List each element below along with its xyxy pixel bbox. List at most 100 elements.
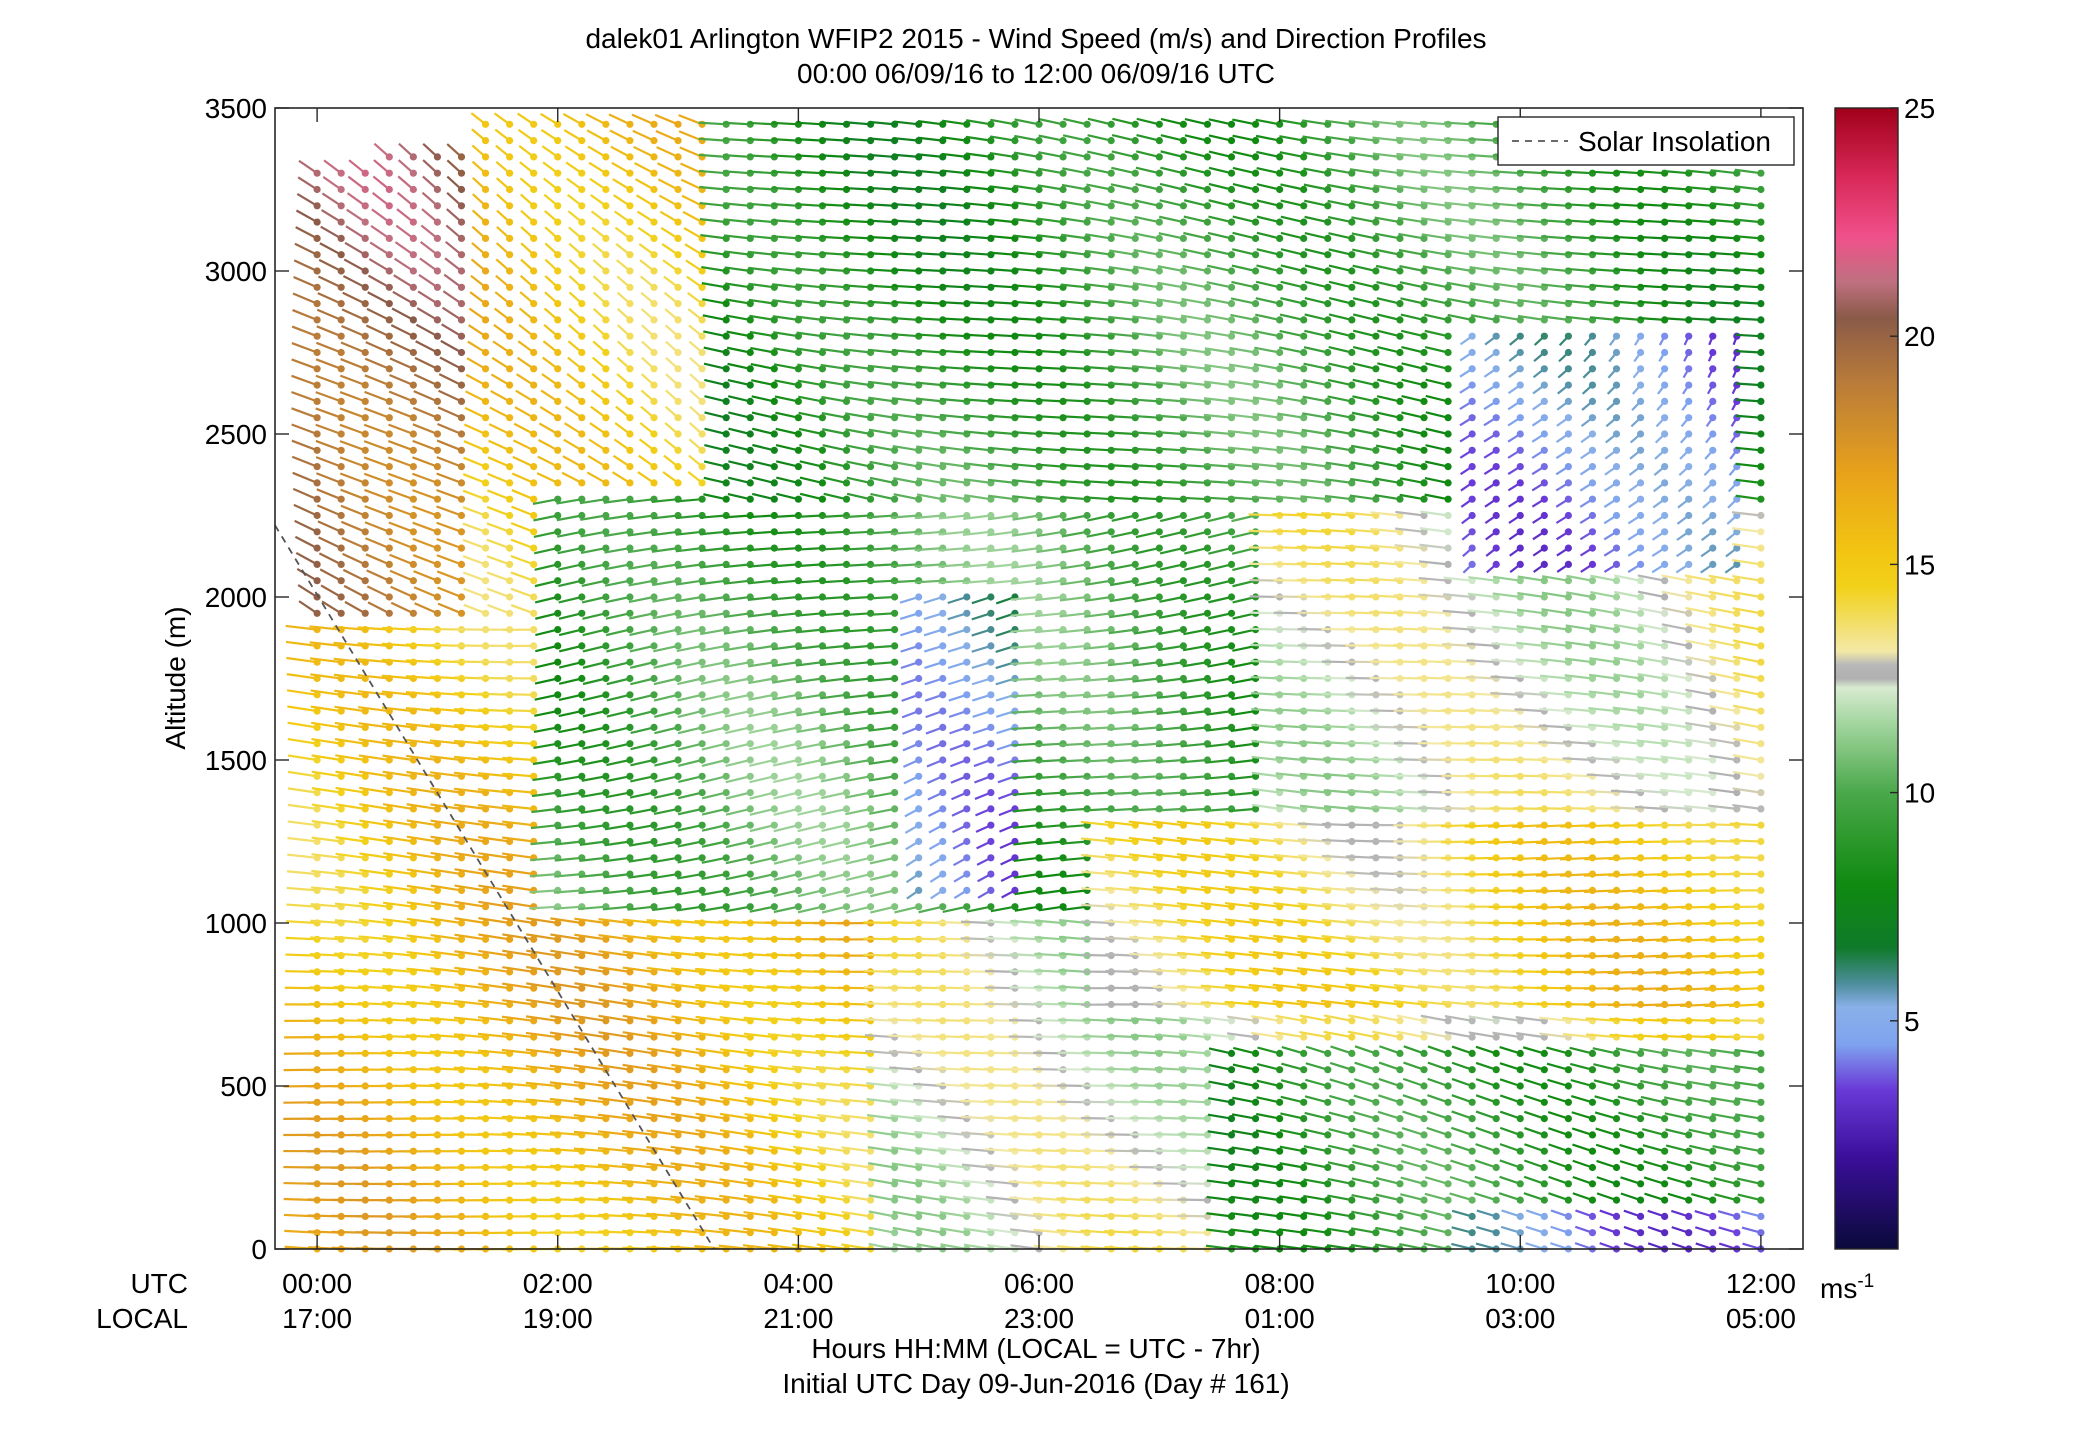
wind-barb-point [530, 186, 537, 193]
wind-barb-point [626, 170, 633, 177]
wind-barb-point [747, 447, 754, 454]
wind-barb-point [362, 593, 369, 600]
wind-barb-point [362, 365, 369, 372]
wind-barb-point [1108, 561, 1115, 568]
wind-barb-point [314, 349, 321, 356]
wind-barb-point [338, 235, 345, 242]
wind-barb-point [987, 789, 994, 796]
wind-barb-point [1108, 463, 1115, 470]
wind-barb-point [626, 398, 633, 405]
wind-barb-point [771, 479, 778, 486]
wind-barb-point [699, 773, 706, 780]
wind-barb-point [554, 333, 561, 340]
wind-barb-point [314, 496, 321, 503]
wind-barb-point [554, 267, 561, 274]
wind-barb-point [578, 251, 585, 258]
wind-barb-point [434, 447, 441, 454]
wind-barb-point [530, 333, 537, 340]
wind-barb-shaft [1013, 335, 1039, 336]
wind-barb-point [650, 349, 657, 356]
wind-barb-point [747, 479, 754, 486]
wind-barb-point [506, 170, 513, 177]
wind-barb-shaft [867, 581, 894, 582]
wind-barb-point [915, 1229, 922, 1236]
wind-barb-point [795, 724, 802, 731]
wind-barb-point [795, 414, 802, 421]
wind-barb-point [1156, 593, 1163, 600]
wind-barb-point [674, 871, 681, 878]
wind-barb-shaft [1085, 400, 1112, 402]
wind-barb-point [434, 479, 441, 486]
wind-barb-point [578, 593, 585, 600]
wind-barb-point [626, 756, 633, 763]
wind-barb-point [602, 593, 609, 600]
wind-barb-point [843, 871, 850, 878]
wind-barb-point [362, 202, 369, 209]
wind-barb-point [674, 610, 681, 617]
wind-barb-point [699, 479, 706, 486]
wind-barb-point [506, 545, 513, 552]
wind-barb-shaft [965, 286, 991, 288]
wind-barb-point [795, 822, 802, 829]
wind-barb-point [747, 675, 754, 682]
wind-barb-shaft [965, 302, 991, 303]
wind-barb-point [578, 577, 585, 584]
wind-barb-point [963, 349, 970, 356]
wind-barb-point [410, 414, 417, 421]
wind-barb-point [314, 479, 321, 486]
wind-barb-point [578, 121, 585, 128]
wind-barb-point [650, 316, 657, 323]
wind-barb-point [482, 365, 489, 372]
wind-barb-point [1035, 1164, 1042, 1171]
wind-barb-point [482, 137, 489, 144]
wind-barb-point [1035, 153, 1042, 160]
wind-barb-point [771, 724, 778, 731]
wind-barb-point [338, 496, 345, 503]
wind-barb-point [482, 316, 489, 323]
wind-barb-point [554, 349, 561, 356]
wind-barb-point [1011, 333, 1018, 340]
wind-barb-point [939, 805, 946, 812]
wind-barb-point [362, 610, 369, 617]
wind-barb-point [626, 219, 633, 226]
wind-barb-point [1084, 202, 1091, 209]
wind-barb-point [987, 316, 994, 323]
wind-barb-shaft [917, 270, 943, 271]
wind-barb-point [723, 724, 730, 731]
wind-barb-point [626, 577, 633, 584]
wind-barb-shaft [893, 286, 919, 288]
wind-barb-point [915, 300, 922, 307]
wind-barb-point [699, 659, 706, 666]
wind-barb-point [530, 284, 537, 291]
wind-barb-shaft [820, 516, 847, 517]
wind-barb-point [699, 447, 706, 454]
wind-barb-point [314, 316, 321, 323]
wind-barb-point [771, 121, 778, 128]
wind-barb-shaft [1037, 367, 1063, 368]
wind-barb-point [723, 805, 730, 812]
wind-barb-point [723, 903, 730, 910]
wind-barb-point [602, 479, 609, 486]
wind-barb-point [843, 430, 850, 437]
wind-barb-point [410, 382, 417, 389]
wind-barb-point [963, 822, 970, 829]
wind-barb-point [314, 202, 321, 209]
wind-barb-shaft [869, 188, 894, 190]
wind-barb-point [362, 333, 369, 340]
wind-barb-point [482, 219, 489, 226]
wind-barb-point [723, 365, 730, 372]
wind-barb-point [602, 235, 609, 242]
wind-barb-shaft [797, 139, 823, 140]
wind-barb-point [771, 153, 778, 160]
wind-barb-point [963, 887, 970, 894]
wind-barb-point [554, 593, 561, 600]
wind-barb-point [819, 887, 826, 894]
wind-barb-point [1059, 382, 1066, 389]
wind-barb-point [771, 756, 778, 763]
wind-barb-point [530, 235, 537, 242]
wind-barb-point [795, 854, 802, 861]
wind-barb-point [843, 463, 850, 470]
wind-barb-point [1084, 186, 1091, 193]
wind-barb-point [410, 528, 417, 535]
wind-barb-point [795, 447, 802, 454]
